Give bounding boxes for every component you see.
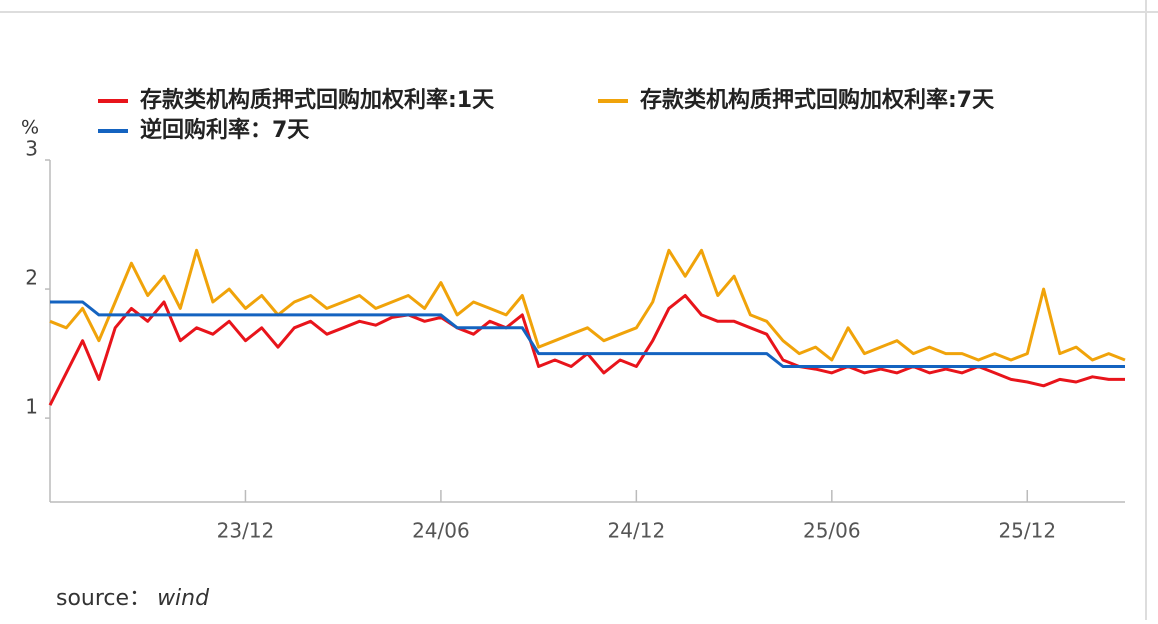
series-line (50, 300, 1125, 368)
y-axis-label: % (21, 117, 39, 139)
source: source： wind (56, 586, 210, 611)
legend-label: 逆回购利率：7天 (140, 117, 310, 143)
y-tick-label: 2 (25, 266, 38, 290)
x-tick-label: 25/06 (803, 519, 861, 543)
source-name: wind (157, 586, 210, 611)
x-tick-label: 23/12 (217, 519, 275, 543)
x-tick-label: 24/12 (608, 519, 666, 543)
legend-label: 存款类机构质押式回购加权利率:1天 (140, 87, 495, 113)
y-tick-label: 1 (25, 395, 38, 419)
source-label: source： (56, 586, 151, 611)
x-tick-label: 24/06 (412, 519, 470, 543)
x-tick-label: 25/12 (998, 519, 1056, 543)
legend-label: 存款类机构质押式回购加权利率:7天 (640, 87, 995, 113)
series-line (49, 248, 1126, 362)
y-tick-label: 3 (25, 137, 38, 161)
